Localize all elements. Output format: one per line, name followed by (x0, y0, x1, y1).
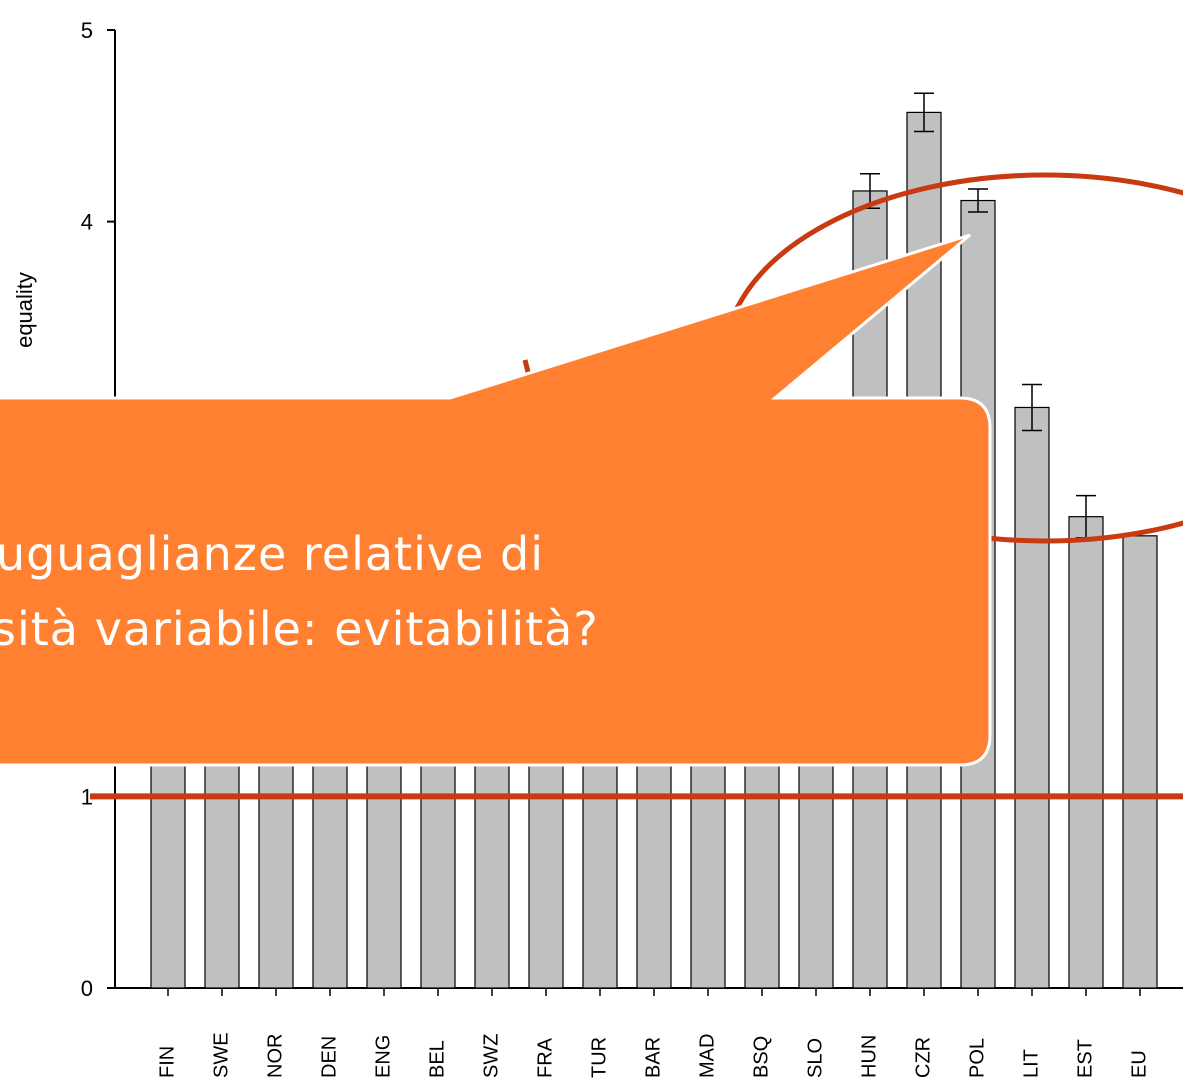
x-tick-label: FRA (534, 1037, 556, 1078)
x-tick-label: CZR (912, 1037, 934, 1078)
x-tick-label: SLO (804, 1038, 826, 1078)
x-tick-label: FIN (156, 1046, 178, 1078)
x-tick-label: ENG (372, 1035, 394, 1078)
x-tick-label: HUN (858, 1035, 880, 1078)
bar (1122, 535, 1158, 989)
y-tick-label: 5 (81, 18, 93, 43)
x-tick-label: TUR (588, 1037, 610, 1078)
x-tick-label: BEL (426, 1040, 448, 1078)
callout-text: sità variabile: evitabilità? (0, 602, 599, 656)
callout-text: uguaglianze relative di (0, 527, 544, 581)
x-tick-label: SWZ (480, 1034, 502, 1078)
x-tick-label: BSQ (750, 1036, 772, 1078)
x-tick-label: LIT (1020, 1049, 1042, 1078)
x-tick-label: EST (1074, 1039, 1096, 1078)
x-tick-label: DEN (318, 1036, 340, 1078)
annotation-mark (522, 359, 531, 373)
bar (1014, 406, 1050, 989)
y-axis-label: equality (12, 272, 37, 348)
x-tick-label: NOR (264, 1034, 286, 1078)
bar (1068, 516, 1104, 989)
callout-box (0, 233, 992, 767)
x-tick-label: MAD (696, 1034, 718, 1078)
x-tick-label: SWE (210, 1032, 232, 1078)
x-tick-label: BAR (642, 1037, 664, 1078)
x-tick-label: EU (1128, 1050, 1150, 1078)
y-tick-label: 4 (81, 210, 93, 235)
x-tick-label: POL (966, 1038, 988, 1078)
y-tick-label: 1 (81, 784, 93, 809)
y-tick-label: 0 (81, 976, 93, 1001)
